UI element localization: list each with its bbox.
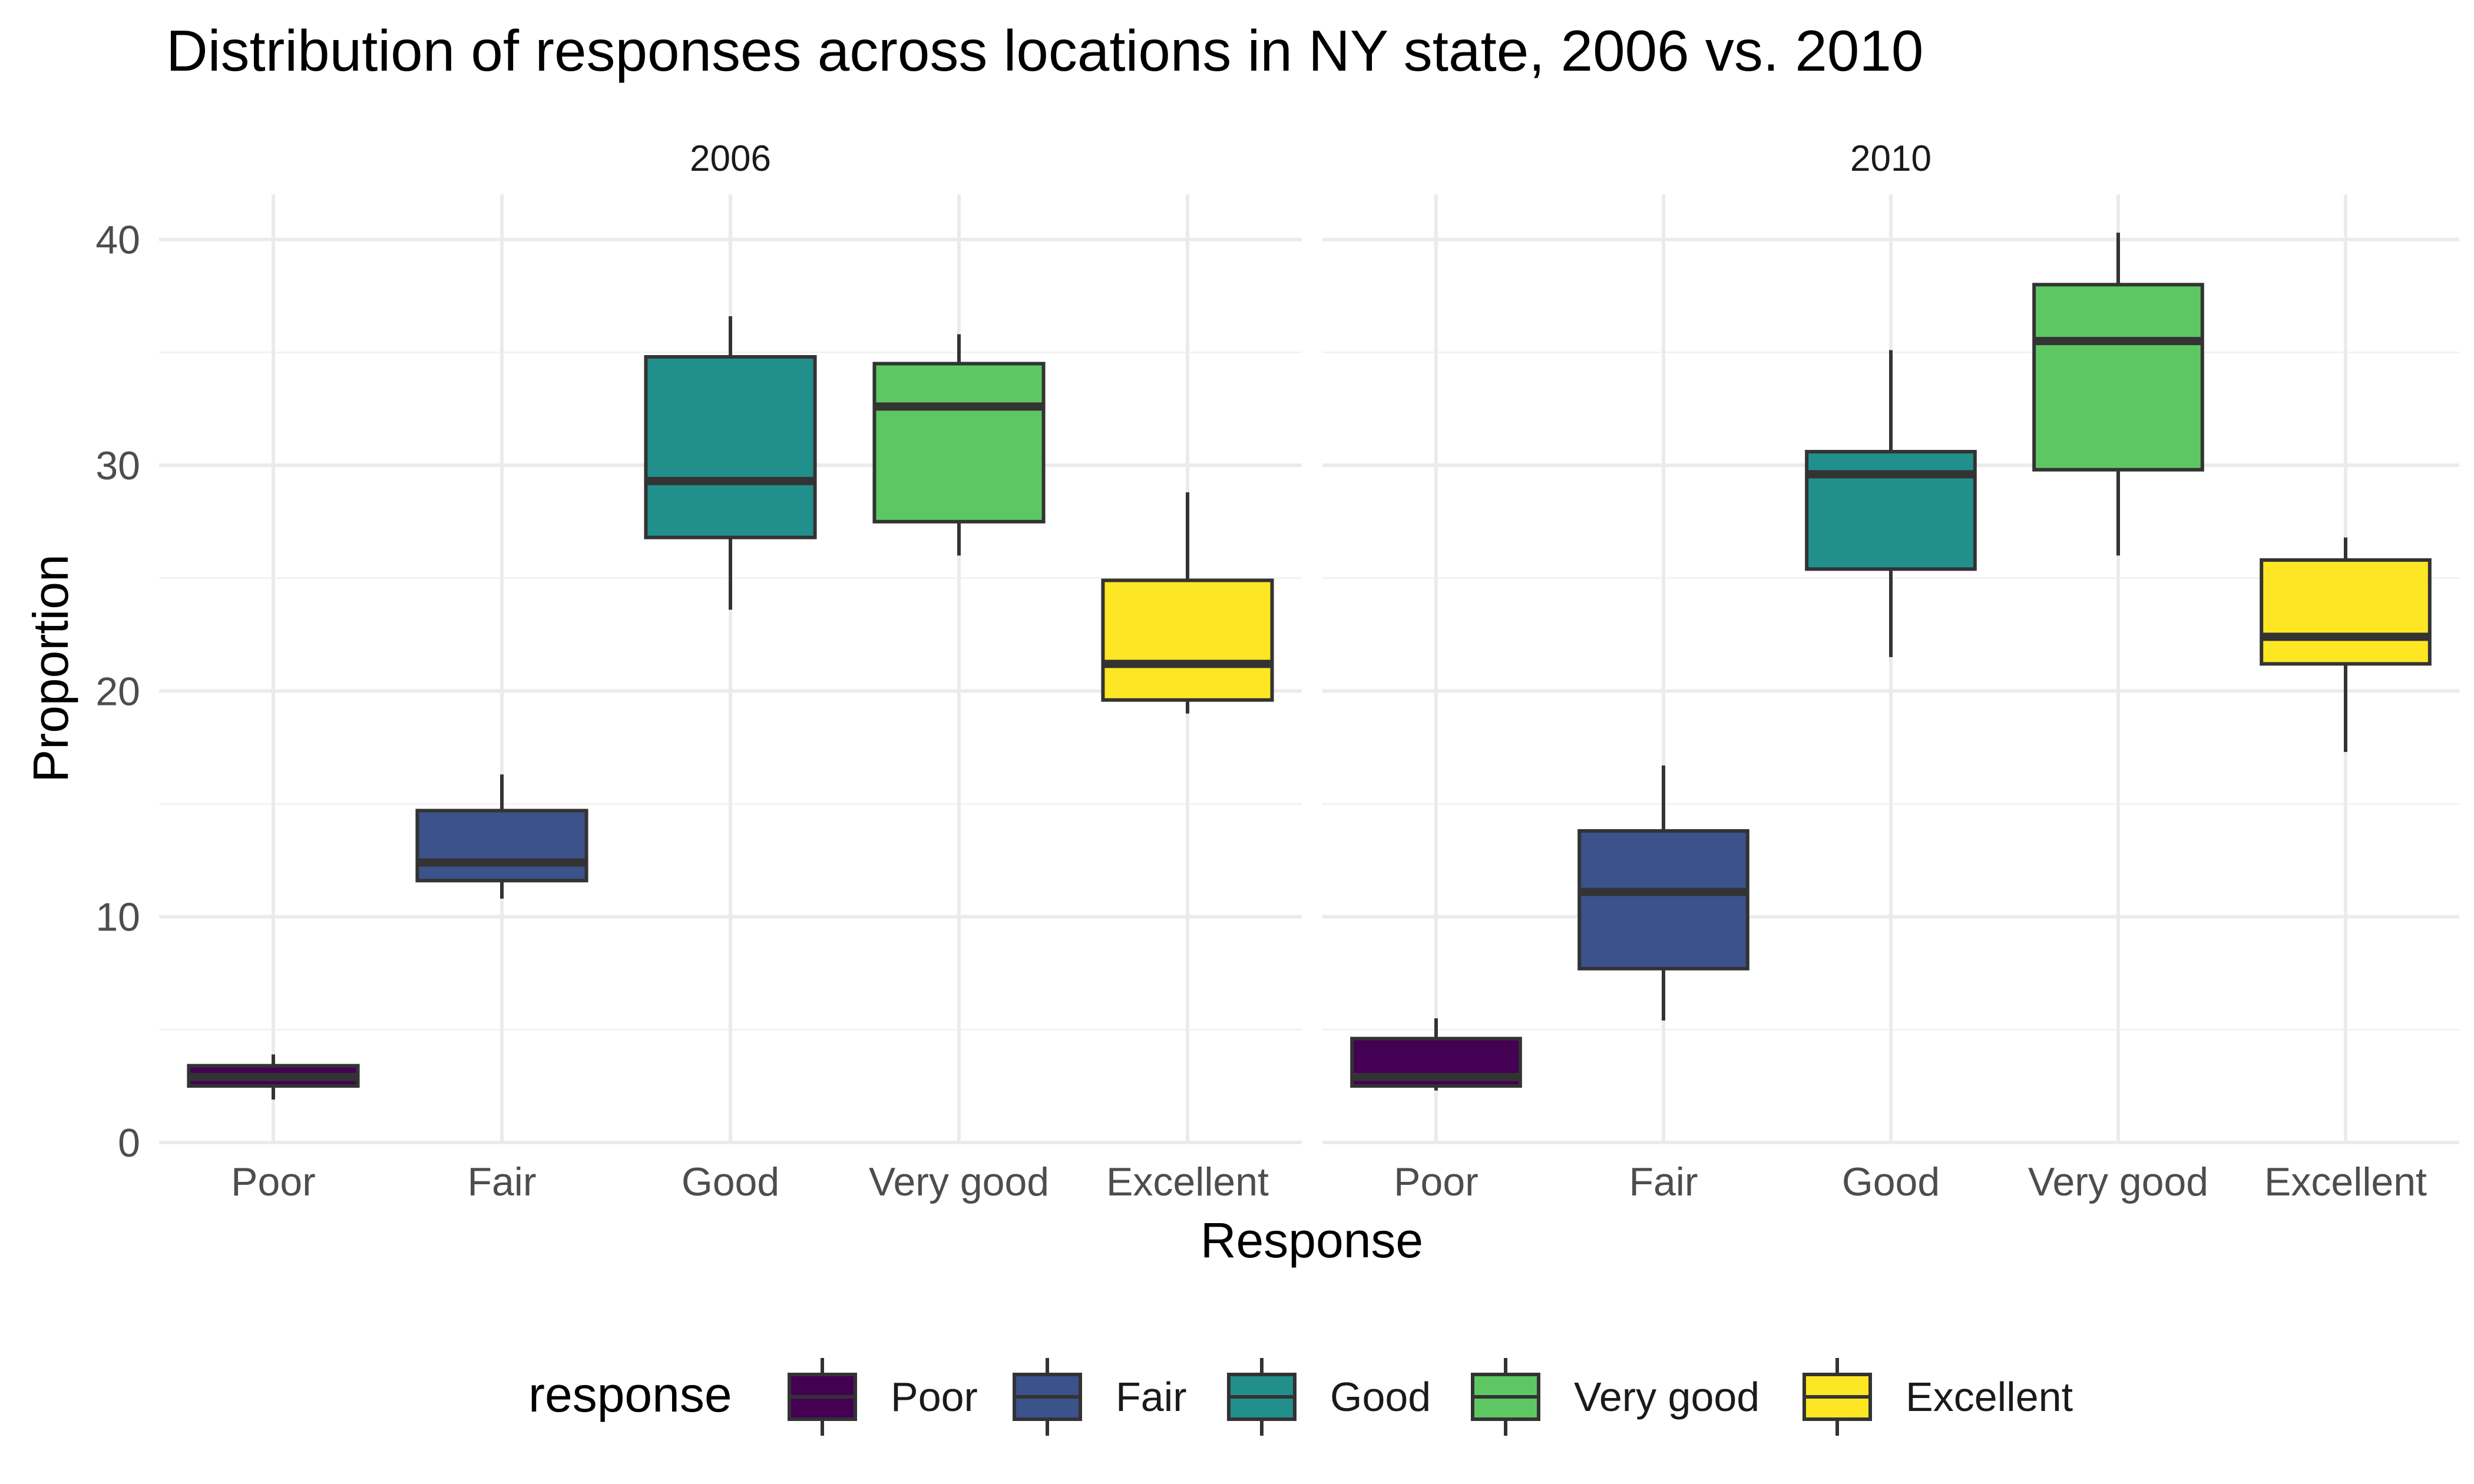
box-2006-poor [187, 1054, 360, 1100]
x-tick-label-excellent: Excellent [1106, 1160, 1269, 1204]
y-axis-title: Proportion [23, 554, 78, 783]
x-tick-label-fair: Fair [467, 1160, 536, 1204]
x-tick-label-fair: Fair [1629, 1160, 1698, 1204]
x-tick-label-poor: Poor [231, 1160, 316, 1204]
legend-item-fair: Fair [1013, 1358, 1187, 1436]
x-axis-title: Response [1200, 1213, 1423, 1268]
x-tick-label-very-good: Very good [869, 1160, 1049, 1204]
x-tick-label-very-good: Very good [2028, 1160, 2208, 1204]
box-2010-poor [1350, 1018, 1522, 1091]
legend-title: response [528, 1367, 732, 1422]
legend-item-excellent: Excellent [1802, 1358, 2073, 1436]
axis-layer: Response Proportion 0 10 20 30 40 [23, 218, 1423, 1268]
box-2006-good [644, 316, 817, 610]
box-iqr [2260, 558, 2432, 666]
legend-label-poor: Poor [891, 1374, 978, 1420]
strip-label-2010: 2010 [1850, 138, 1931, 179]
legend-item-very-good: Very good [1471, 1358, 1759, 1436]
strip-label-2006: 2006 [690, 138, 771, 179]
box-iqr [1577, 829, 1749, 970]
box-2010-fair [1577, 765, 1749, 1021]
legend-label-very-good: Very good [1574, 1374, 1759, 1420]
y-tick-label-10: 10 [95, 895, 140, 940]
box-2010-good [1805, 350, 1977, 657]
box-iqr [415, 809, 588, 883]
x-tick-label-good: Good [682, 1160, 779, 1204]
y-tick-label-20: 20 [95, 669, 140, 714]
y-tick-label-40: 40 [95, 218, 140, 263]
y-tick-label-30: 30 [95, 443, 140, 488]
legend-label-fair: Fair [1116, 1374, 1187, 1420]
panel-2006: 2006 Poor Fair Good Very good Excellent [159, 138, 1302, 1204]
x-tick-label-excellent: Excellent [2264, 1160, 2427, 1204]
legend-label-excellent: Excellent [1906, 1374, 2073, 1420]
panels-layer: 2006 Poor Fair Good Very good Excellent 2010 Po… [159, 138, 2459, 1204]
legend: response Poor Fair Good Very good Excellent [528, 1358, 2073, 1436]
x-tick-label-poor: Poor [1394, 1160, 1479, 1204]
box-2010-very-good [2032, 233, 2204, 556]
box-iqr [1805, 450, 1977, 571]
box-2010-excellent [2260, 537, 2432, 752]
box-iqr [1101, 578, 1274, 702]
x-tick-label-good: Good [1842, 1160, 1940, 1204]
legend-item-poor: Poor [788, 1358, 978, 1436]
box-iqr [872, 362, 1046, 524]
box-2006-very-good [872, 334, 1046, 556]
legend-item-good: Good [1227, 1358, 1431, 1436]
box-2006-fair [415, 774, 588, 899]
chart-title: Distribution of responses across locatio… [166, 18, 1923, 83]
legend-label-good: Good [1330, 1374, 1431, 1420]
panel-2010: 2010 Poor Fair Good Very good Excellent [1322, 138, 2459, 1204]
box-iqr [2032, 283, 2204, 472]
y-tick-label-0: 0 [118, 1121, 140, 1165]
box-2006-excellent [1101, 492, 1274, 714]
box-iqr [644, 355, 817, 539]
